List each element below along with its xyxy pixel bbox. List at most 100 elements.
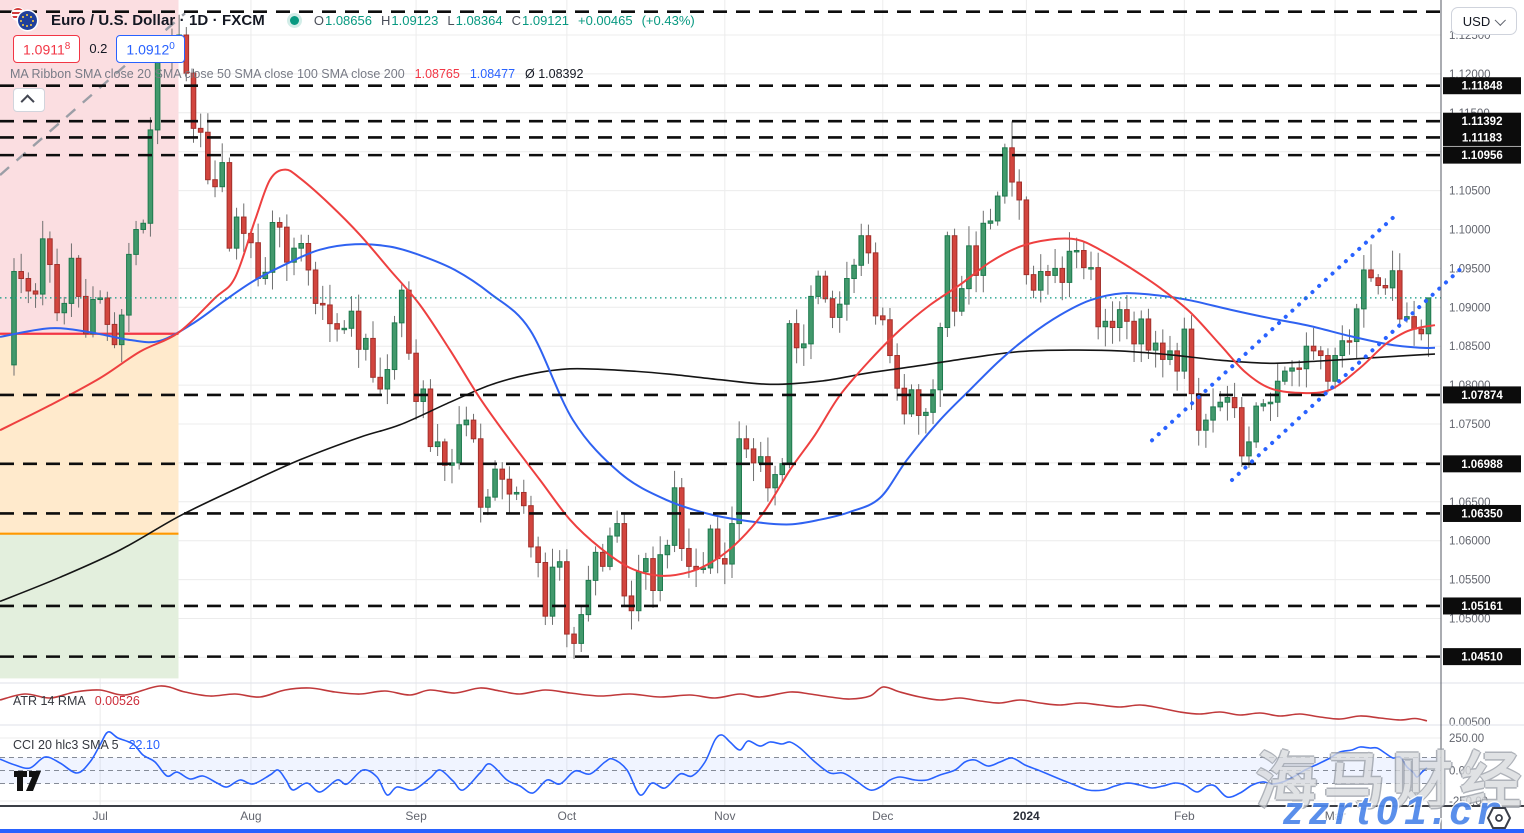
candle[interactable] [635, 571, 642, 612]
candle[interactable] [1203, 419, 1209, 431]
candle[interactable] [729, 523, 735, 565]
candle[interactable] [678, 487, 685, 549]
candle[interactable] [829, 298, 836, 318]
candle[interactable] [334, 323, 340, 330]
candle[interactable] [628, 595, 635, 612]
candle[interactable] [1346, 340, 1353, 343]
candle[interactable] [276, 221, 283, 228]
candle[interactable] [104, 297, 111, 325]
candle[interactable] [1138, 318, 1145, 345]
candle[interactable] [1152, 342, 1159, 351]
candle[interactable] [607, 535, 613, 567]
candle[interactable] [477, 438, 484, 508]
collapse-legend-button[interactable] [13, 88, 45, 112]
candle[interactable] [355, 310, 362, 350]
candle[interactable] [1353, 308, 1360, 343]
candle[interactable] [1224, 397, 1231, 403]
candle[interactable] [564, 561, 570, 635]
candle[interactable] [413, 352, 419, 402]
candle[interactable] [1145, 318, 1152, 351]
candle[interactable] [219, 162, 226, 188]
candle[interactable] [133, 229, 139, 255]
candle[interactable] [1210, 406, 1216, 421]
candle[interactable] [1339, 340, 1346, 357]
candle[interactable] [765, 456, 771, 489]
candle[interactable] [39, 238, 46, 295]
candle[interactable] [571, 633, 577, 644]
candle[interactable] [1009, 147, 1015, 183]
candle[interactable] [1396, 270, 1403, 320]
candle[interactable] [1411, 316, 1417, 330]
symbol-title[interactable]: Euro / U.S. Dollar · 1D · FXCM [51, 11, 265, 29]
candle[interactable] [793, 323, 800, 349]
candle[interactable] [456, 424, 462, 464]
candle[interactable] [406, 289, 412, 354]
candle[interactable] [212, 179, 218, 188]
candle[interactable] [1124, 309, 1130, 322]
candle[interactable] [1260, 403, 1267, 407]
candle[interactable] [298, 243, 304, 249]
candle[interactable] [549, 566, 556, 617]
sell-price-button[interactable]: 1.09118 [13, 35, 81, 63]
candle[interactable] [83, 295, 89, 335]
candle[interactable] [197, 127, 204, 133]
candle[interactable] [1289, 367, 1295, 372]
candle[interactable] [1116, 309, 1123, 329]
price-axis[interactable]: 1.125001.120001.115001.110001.105001.100… [1441, 0, 1524, 833]
candle[interactable] [1238, 407, 1245, 457]
tradingview-logo[interactable] [14, 770, 50, 797]
candle[interactable] [599, 551, 606, 567]
candle[interactable] [994, 195, 1001, 222]
candle[interactable] [485, 496, 491, 508]
candle[interactable] [470, 419, 477, 440]
candle[interactable] [879, 315, 886, 321]
currency-dropdown[interactable]: USD [1451, 7, 1517, 35]
candle[interactable] [1002, 147, 1008, 197]
candle[interactable] [707, 528, 714, 569]
candle[interactable] [980, 222, 987, 276]
candle[interactable] [1253, 405, 1259, 443]
candle[interactable] [284, 226, 290, 263]
candle[interactable] [1052, 267, 1058, 276]
candle[interactable] [75, 257, 82, 297]
candle[interactable] [463, 419, 470, 426]
candle[interactable] [736, 438, 742, 525]
candle[interactable] [319, 302, 326, 306]
candle[interactable] [1088, 267, 1094, 270]
candle[interactable] [90, 299, 96, 335]
candle[interactable] [772, 474, 778, 489]
candle[interactable] [1368, 269, 1374, 279]
candle[interactable] [370, 337, 376, 378]
ma-ribbon-legend[interactable]: MA Ribbon SMA close 20 SMA close 50 SMA … [10, 67, 583, 81]
candle[interactable] [1030, 274, 1037, 291]
time-axis[interactable]: Jul Aug Sep Oct Nov Dec 2024 Feb Mar [92, 809, 1345, 823]
candle[interactable] [757, 456, 764, 464]
candle[interactable] [714, 528, 721, 560]
candle[interactable] [68, 257, 75, 304]
candle[interactable] [664, 544, 671, 556]
candle[interactable] [305, 243, 312, 271]
candle[interactable] [513, 491, 520, 495]
candle[interactable] [1059, 267, 1066, 283]
candle[interactable] [291, 247, 297, 263]
candle[interactable] [147, 129, 154, 224]
candle[interactable] [958, 288, 965, 312]
candle[interactable] [377, 376, 383, 390]
candle[interactable] [1267, 401, 1274, 405]
candle[interactable] [779, 463, 786, 476]
candle[interactable] [520, 491, 527, 507]
candle[interactable] [686, 547, 692, 567]
candle[interactable] [348, 310, 355, 329]
candle[interactable] [901, 387, 908, 415]
candle[interactable] [750, 448, 757, 464]
candle[interactable] [240, 216, 247, 234]
candle[interactable] [872, 252, 879, 317]
candle[interactable] [1418, 328, 1425, 335]
candle[interactable] [492, 468, 498, 498]
candle[interactable] [1045, 271, 1051, 276]
candle[interactable] [987, 220, 994, 224]
candle[interactable] [865, 235, 872, 254]
candle[interactable] [1303, 345, 1310, 370]
candle[interactable] [643, 558, 649, 573]
